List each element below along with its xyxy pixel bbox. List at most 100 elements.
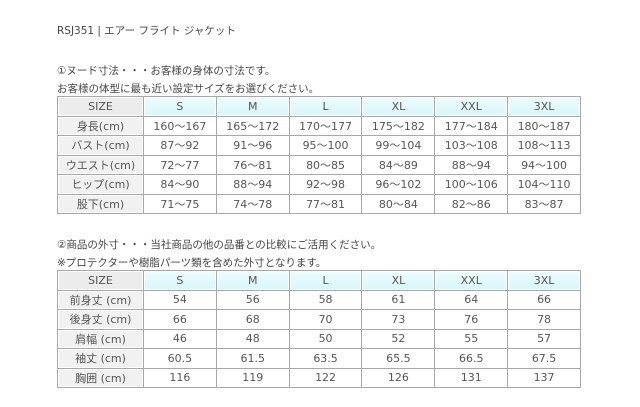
table-row: 肩幅 (cm) 46 48 50 52 55 57 (57, 328, 581, 349)
table-cell: M (215, 270, 290, 291)
row-label: SIZE (57, 96, 144, 117)
table-cell: 160～167 (143, 115, 217, 136)
table-cell: 126 (361, 367, 436, 388)
table-row: バスト(cm) 87～92 91～96 95～100 99～104 103～108 108～… (57, 135, 581, 156)
table-cell: 60.5 (143, 348, 217, 369)
table-cell: 88～94 (215, 174, 290, 195)
row-label: バスト(cm) (57, 135, 144, 156)
table-cell: 78 (507, 309, 581, 330)
table-cell: 95～100 (288, 135, 363, 156)
table-cell: L (288, 96, 363, 117)
table-cell: 137 (507, 367, 581, 388)
section2-note: ※プロテクターや樹脂パーツ類を含めた外寸となります。 (57, 257, 327, 269)
row-label: 後身丈 (cm) (57, 309, 144, 330)
table-cell: 177～184 (434, 115, 509, 136)
table-row: 身長(cm) 160～167 165～172 170～177 175～182 177～18… (57, 115, 581, 136)
table-cell: 70 (288, 309, 363, 330)
table-cell: 52 (361, 328, 436, 349)
table-cell: 83～87 (507, 193, 581, 214)
table-cell: 66.5 (434, 348, 509, 369)
table-cell: 58 (288, 289, 363, 310)
table-cell: S (143, 96, 217, 117)
table-cell: 108～113 (507, 135, 581, 156)
table-cell: M (215, 96, 290, 117)
table-cell: 72～77 (143, 154, 217, 175)
table-row: ヒップ(cm) 84～90 88～94 92～98 96～102 100～106 104～1… (57, 174, 581, 195)
table-cell: 68 (215, 309, 290, 330)
table-cell: 55 (434, 328, 509, 349)
garment-size-table: SIZE S M L XL XXL 3XL 前身丈 (cm) 54 56 58 61 64 66 後身丈 (… (57, 270, 581, 388)
header-row: SIZE S M L XL XXL 3XL (57, 96, 581, 117)
table-cell: 65.5 (361, 348, 436, 369)
table-cell: 87～92 (143, 135, 217, 156)
table-cell: 104～110 (507, 174, 581, 195)
table-cell: 80～84 (361, 193, 436, 214)
table-cell: 66 (143, 309, 217, 330)
table-cell: 84～90 (143, 174, 217, 195)
table-cell: XL (361, 270, 436, 291)
table-cell: 88～94 (434, 154, 509, 175)
table-row: 股下(cm) 71～75 74～78 77～81 80～84 82～86 83～87 (57, 193, 581, 214)
table-cell: 82～86 (434, 193, 509, 214)
table-row: ウエスト(cm) 72～77 76～81 80～85 84～89 88～94 94～100 (57, 154, 581, 175)
table-cell: 46 (143, 328, 217, 349)
table-row: 前身丈 (cm) 54 56 58 61 64 66 (57, 289, 581, 310)
row-label: SIZE (57, 270, 144, 291)
table-cell: 71～75 (143, 193, 217, 214)
header-row: SIZE S M L XL XXL 3XL (57, 270, 581, 291)
table-cell: 74～78 (215, 193, 290, 214)
table-cell: 77～81 (288, 193, 363, 214)
table-cell: 66 (507, 289, 581, 310)
table-cell: 170～177 (288, 115, 363, 136)
table-cell: 76～81 (215, 154, 290, 175)
table-cell: 56 (215, 289, 290, 310)
row-label: 身長(cm) (57, 115, 144, 136)
table-cell: L (288, 270, 363, 291)
nude-size-table: SIZE S M L XL XXL 3XL 身長(cm) 160～167 165～172 170～1… (57, 96, 581, 214)
row-label: ヒップ(cm) (57, 174, 144, 195)
table-cell: 103～108 (434, 135, 509, 156)
table-cell: 91～96 (215, 135, 290, 156)
table-cell: 76 (434, 309, 509, 330)
table-cell: XL (361, 96, 436, 117)
table-cell: 100～106 (434, 174, 509, 195)
table-cell: S (143, 270, 217, 291)
table-cell: 122 (288, 367, 363, 388)
table-cell: 61.5 (215, 348, 290, 369)
table-cell: 99～104 (361, 135, 436, 156)
table-cell: 80～85 (288, 154, 363, 175)
table-cell: 94～100 (507, 154, 581, 175)
table-cell: 3XL (507, 270, 581, 291)
row-label: ウエスト(cm) (57, 154, 144, 175)
table-cell: 180～187 (507, 115, 581, 136)
table-cell: XXL (434, 96, 509, 117)
table-cell: 131 (434, 367, 509, 388)
table-row: 胸囲 (cm) 116 119 122 126 131 137 (57, 367, 581, 388)
table-cell: 48 (215, 328, 290, 349)
row-label: 前身丈 (cm) (57, 289, 144, 310)
table-cell: 116 (143, 367, 217, 388)
section2-heading: ②商品の外寸・・・当社商品の他の品番との比較にご活用ください。 (57, 239, 382, 251)
table-cell: 57 (507, 328, 581, 349)
table-cell: 54 (143, 289, 217, 310)
section1-heading: ①ヌード寸法・・・お客様の身体の寸法です。 (57, 65, 276, 77)
row-label: 肩幅 (cm) (57, 328, 144, 349)
table-cell: 3XL (507, 96, 581, 117)
table-cell: 84～89 (361, 154, 436, 175)
row-label: 袖丈 (cm) (57, 348, 144, 369)
table-cell: 67.5 (507, 348, 581, 369)
product-title: RSJ351 | エアー フライト ジャケット (57, 25, 236, 37)
section1-note: お客様の体型に最も近い設定サイズをお選びください。 (57, 83, 320, 95)
table-cell: 73 (361, 309, 436, 330)
table-cell: 175～182 (361, 115, 436, 136)
table-cell: 92～98 (288, 174, 363, 195)
table-cell: 119 (215, 367, 290, 388)
table-cell: XXL (434, 270, 509, 291)
table-cell: 64 (434, 289, 509, 310)
table-cell: 96～102 (361, 174, 436, 195)
table-cell: 50 (288, 328, 363, 349)
table-cell: 165～172 (215, 115, 290, 136)
row-label: 胸囲 (cm) (57, 367, 144, 388)
table-cell: 63.5 (288, 348, 363, 369)
row-label: 股下(cm) (57, 193, 144, 214)
